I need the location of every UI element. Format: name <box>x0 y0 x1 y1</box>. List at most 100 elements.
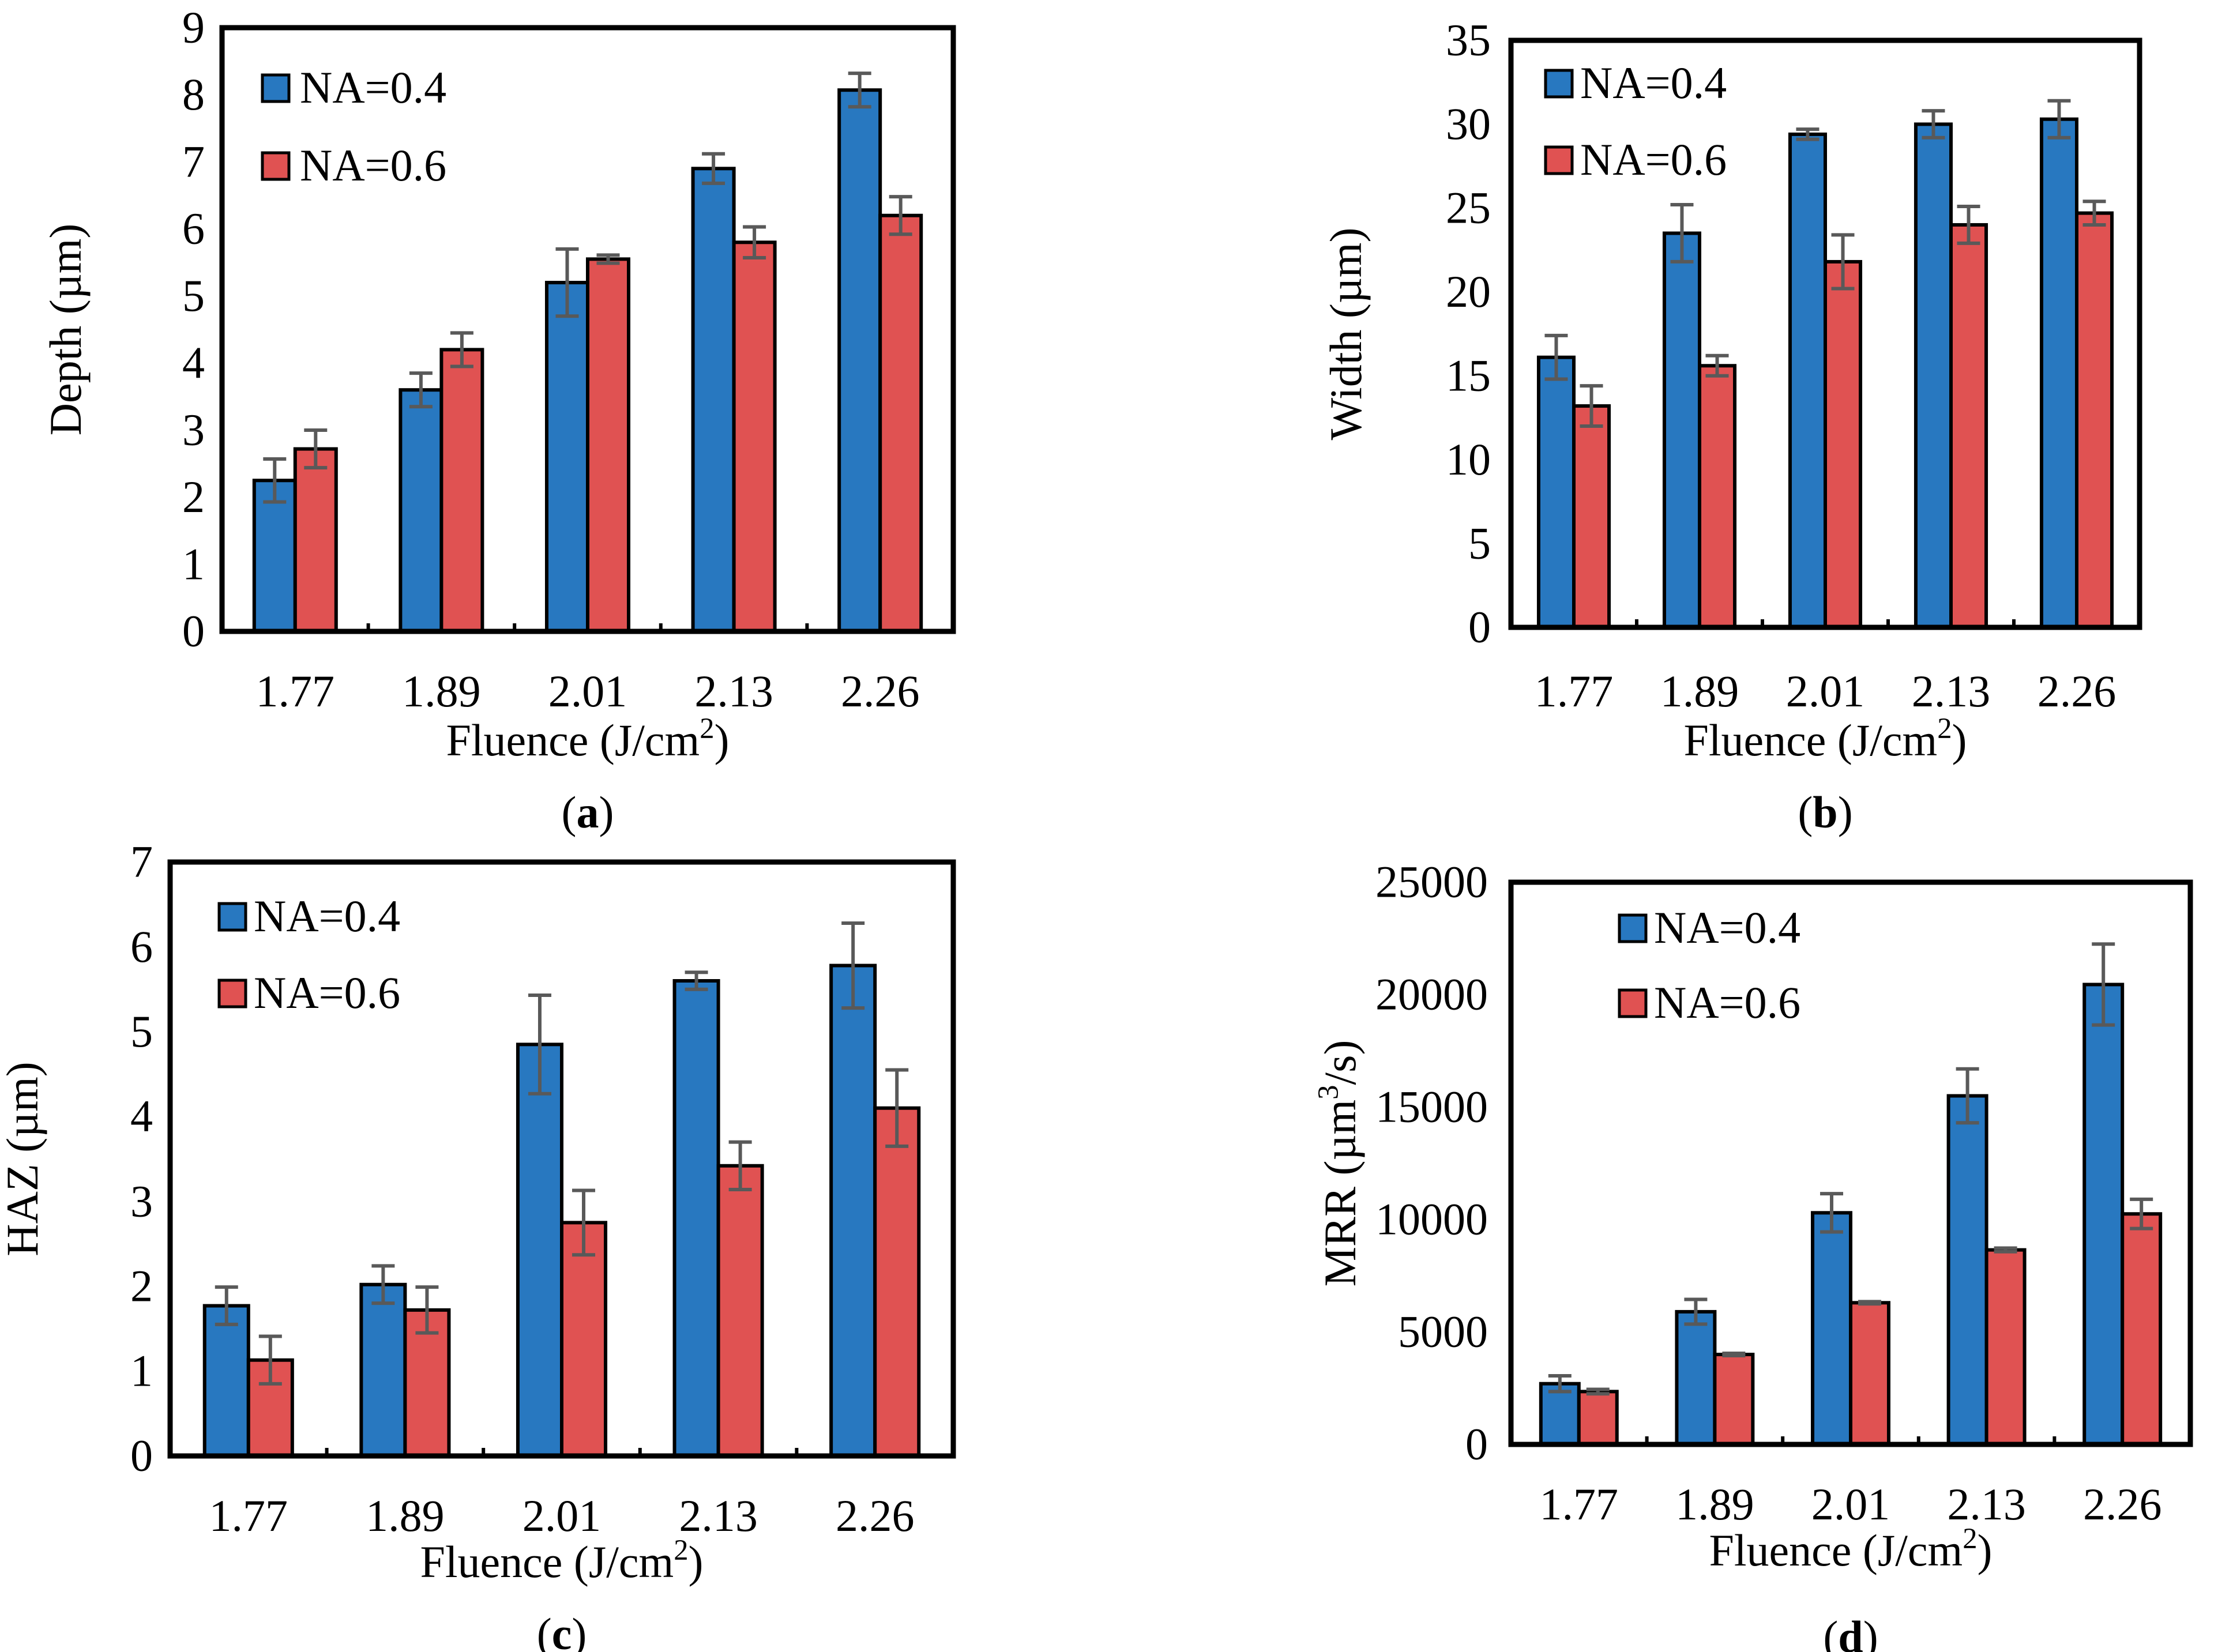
plot-frame <box>219 25 956 634</box>
x-tick-label: 2.01 <box>548 666 627 716</box>
x-axis-label-sup: 2 <box>1963 1522 1977 1555</box>
x-axis-label-end: ) <box>689 1537 704 1587</box>
bar-NA-0.4 <box>2082 983 2125 1446</box>
x-tick-label: 2.01 <box>1811 1479 1890 1529</box>
y-tick-label: 2 <box>182 472 205 522</box>
x-tick-label: 2.01 <box>1786 666 1865 716</box>
y-tick-label: 35 <box>1446 15 1491 65</box>
legend: NA=0.4 NA=0.6 <box>1618 902 1800 1028</box>
chart-panel-a: 0 1 2 3 4 5 6 7 8 9 1.77 1.89 2.01 2.13 2.26 Fluence (J… <box>40 2 956 837</box>
x-axis-label: Fluence (J/cm2) <box>420 1534 703 1587</box>
y-tick-label: 6 <box>130 921 153 972</box>
legend-swatch <box>261 151 291 181</box>
bars <box>252 72 923 634</box>
x-tick-label: 2.26 <box>841 666 920 716</box>
legend-swatch <box>217 979 247 1008</box>
panel-label: (d) <box>1823 1612 1878 1652</box>
y-tick-label: 2 <box>130 1260 153 1311</box>
x-tick-label: 2.13 <box>1947 1479 2026 1529</box>
bar-NA-0.4 <box>672 979 720 1458</box>
x-axis-label-end: ) <box>1952 715 1967 765</box>
x-tick-label: 1.89 <box>1660 666 1739 716</box>
bar-NA-0.6 <box>2075 211 2114 629</box>
plot-frame <box>1508 37 2142 630</box>
bar-NA-0.4 <box>691 167 736 633</box>
y-tick-label: 15000 <box>1375 1082 1488 1132</box>
bar-NA-0.6 <box>1713 1353 1755 1446</box>
y-tick-label: 4 <box>182 337 205 387</box>
x-axis-label: Fluence (J/cm2) <box>1709 1522 1992 1575</box>
y-axis-label: Depth (µm) <box>40 224 91 436</box>
panel-letter: b <box>1813 787 1837 837</box>
bar-NA-0.4 <box>1946 1094 1988 1446</box>
legend-label: NA=0.4 <box>300 62 446 112</box>
x-axis-label: Fluence (J/cm2) <box>446 712 729 765</box>
bar-NA-0.6 <box>1698 364 1737 630</box>
x-axis-label-sup: 2 <box>1937 712 1952 744</box>
bar-NA-0.4 <box>1811 1211 1852 1447</box>
panel-letter: d <box>1838 1612 1863 1652</box>
x-axis-label-end: ) <box>1978 1525 1993 1575</box>
chart-panel-d: 0 5000 10000 15000 20000 25000 1.77 1.89 2.01 2.1… <box>1312 857 2193 1652</box>
x-tick-label: 1.77 <box>1540 1479 1619 1529</box>
y-tick-label: 15 <box>1446 350 1491 400</box>
legend-label: NA=0.6 <box>1580 134 1727 185</box>
bar-NA-0.6 <box>560 1221 608 1458</box>
legend-swatch <box>1618 913 1648 943</box>
bar-NA-0.6 <box>1949 223 1988 629</box>
x-tick-label: 1.89 <box>366 1491 445 1541</box>
y-axis-label: Width (µm) <box>1321 228 1371 441</box>
bar-NA-0.4 <box>1914 122 1953 629</box>
bar-NA-0.4 <box>829 964 877 1458</box>
legend-label: NA=0.4 <box>254 891 400 941</box>
legend: NA=0.4 NA=0.6 <box>217 891 400 1018</box>
y-tick-label: 5 <box>130 1006 153 1056</box>
x-tick-label: 1.77 <box>209 1491 288 1541</box>
x-tick-label: 2.26 <box>836 1491 915 1541</box>
x-tick-label: 2.26 <box>2037 666 2117 716</box>
bar-NA-0.4 <box>516 1043 564 1458</box>
bar-NA-0.4 <box>202 1304 250 1458</box>
x-tick-label: 1.77 <box>1535 666 1614 716</box>
legend: NA=0.4 NA=0.6 <box>1544 58 1727 185</box>
y-tick-label: 5000 <box>1398 1307 1488 1357</box>
y-tick-label: 5 <box>1468 518 1491 568</box>
panel-letter: a <box>577 787 599 837</box>
y-tick-label: 25 <box>1446 183 1491 233</box>
bar-NA-0.6 <box>1577 1390 1619 1447</box>
legend-label: NA=0.6 <box>254 968 400 1018</box>
y-tick-label: 9 <box>182 2 205 52</box>
bar-NA-0.6 <box>1572 404 1611 629</box>
x-tick-label: 2.13 <box>1912 666 1991 716</box>
y-axis-label: HAZ (µm) <box>0 1062 47 1256</box>
bar-NA-0.6 <box>2121 1212 2163 1446</box>
legend-swatch <box>1544 145 1574 175</box>
legend-swatch <box>1618 988 1648 1018</box>
x-tick-label: 2.13 <box>679 1491 758 1541</box>
legend-swatch <box>261 73 291 103</box>
plot-frame <box>1508 879 2193 1447</box>
legend-label: NA=0.6 <box>300 140 446 190</box>
legend-swatch <box>217 902 247 932</box>
y-tick-label: 7 <box>130 837 153 887</box>
y-tick-label: 7 <box>182 136 205 186</box>
legend-swatch <box>1544 69 1574 99</box>
y-tick-label: 5 <box>182 270 205 321</box>
panel-label: (b) <box>1798 787 1852 837</box>
x-axis-label-sup: 2 <box>674 1534 688 1566</box>
panel-label: (c) <box>537 1609 587 1652</box>
bar-NA-0.6 <box>873 1106 921 1458</box>
legend-label: NA=0.4 <box>1580 58 1727 108</box>
bar-NA-0.4 <box>544 281 590 634</box>
bar-NA-0.4 <box>1675 1309 1717 1446</box>
y-tick-label: 20000 <box>1375 969 1488 1019</box>
y-tick-label: 3 <box>130 1176 153 1226</box>
bars <box>1539 942 2163 1447</box>
x-tick-label: 2.01 <box>522 1491 602 1541</box>
y-tick-label: 10000 <box>1375 1194 1488 1244</box>
bar-NA-0.6 <box>878 213 923 633</box>
x-tick-label: 2.13 <box>694 666 773 716</box>
x-tick-label: 1.89 <box>1675 1479 1754 1529</box>
y-tick-label: 4 <box>130 1091 153 1141</box>
